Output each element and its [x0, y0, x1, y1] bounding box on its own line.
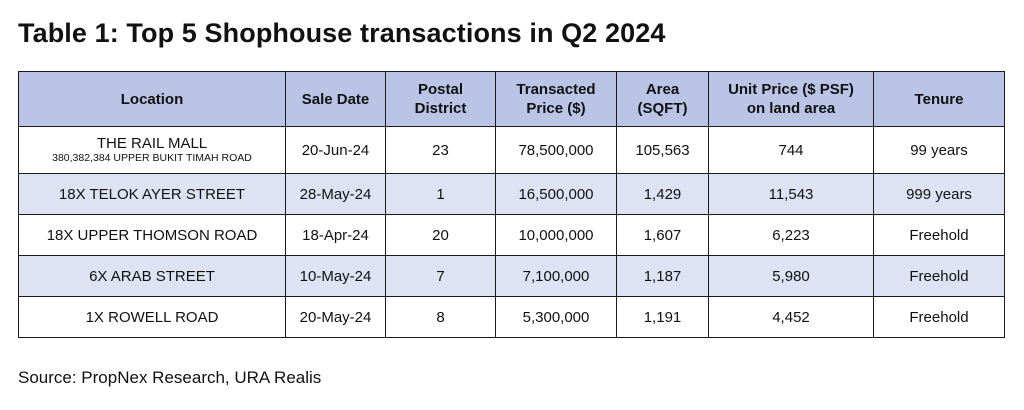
- table-body: THE RAIL MALL 380,382,384 UPPER BUKIT TI…: [18, 126, 1005, 338]
- source-note: Source: PropNex Research, URA Realis: [18, 368, 322, 387]
- cell-sale-date: 18-Apr-24: [285, 214, 386, 256]
- cell-area: 1,607: [616, 214, 709, 256]
- table-row: THE RAIL MALL 380,382,384 UPPER BUKIT TI…: [18, 126, 1005, 174]
- cell-tenure: Freehold: [873, 214, 1005, 256]
- cell-unit-price: 6,223: [708, 214, 874, 256]
- header-tenure: Tenure: [873, 71, 1005, 127]
- cell-sale-date: 28-May-24: [285, 173, 386, 215]
- cell-postal-district: 1: [385, 173, 496, 215]
- cell-postal-district: 7: [385, 255, 496, 297]
- table-row: 18X TELOK AYER STREET 28-May-24 1 16,500…: [18, 173, 1005, 215]
- cell-sale-date: 20-May-24: [285, 296, 386, 338]
- cell-tenure: 999 years: [873, 173, 1005, 215]
- header-area: Area (SQFT): [616, 71, 709, 127]
- cell-sale-date: 20-Jun-24: [285, 126, 386, 174]
- cell-transacted-price: 7,100,000: [495, 255, 617, 297]
- cell-tenure: 99 years: [873, 126, 1005, 174]
- cell-tenure: Freehold: [873, 296, 1005, 338]
- location-detail: 380,382,384 UPPER BUKIT TIMAH ROAD: [52, 152, 252, 164]
- location-name: THE RAIL MALL: [96, 135, 208, 152]
- cell-location: 6X ARAB STREET: [18, 255, 286, 297]
- cell-area: 1,187: [616, 255, 709, 297]
- cell-tenure: Freehold: [873, 255, 1005, 297]
- cell-postal-district: 20: [385, 214, 496, 256]
- header-transacted-price: Transacted Price ($): [495, 71, 617, 127]
- table-row: 1X ROWELL ROAD 20-May-24 8 5,300,000 1,1…: [18, 296, 1005, 338]
- cell-unit-price: 4,452: [708, 296, 874, 338]
- transactions-table: Location Sale Date Postal District Trans…: [18, 71, 1005, 338]
- table-header: Location Sale Date Postal District Trans…: [18, 71, 1005, 127]
- cell-postal-district: 8: [385, 296, 496, 338]
- header-row: Location Sale Date Postal District Trans…: [18, 71, 1005, 127]
- cell-area: 105,563: [616, 126, 709, 174]
- cell-transacted-price: 5,300,000: [495, 296, 617, 338]
- cell-unit-price: 11,543: [708, 173, 874, 215]
- cell-unit-price: 744: [708, 126, 874, 174]
- cell-location: THE RAIL MALL 380,382,384 UPPER BUKIT TI…: [18, 126, 286, 174]
- cell-unit-price: 5,980: [708, 255, 874, 297]
- cell-area: 1,191: [616, 296, 709, 338]
- header-sale-date: Sale Date: [285, 71, 386, 127]
- cell-location: 1X ROWELL ROAD: [18, 296, 286, 338]
- cell-transacted-price: 10,000,000: [495, 214, 617, 256]
- cell-transacted-price: 16,500,000: [495, 173, 617, 215]
- header-location: Location: [18, 71, 286, 127]
- cell-postal-district: 23: [385, 126, 496, 174]
- table-row: 6X ARAB STREET 10-May-24 7 7,100,000 1,1…: [18, 255, 1005, 297]
- cell-location: 18X TELOK AYER STREET: [18, 173, 286, 215]
- header-unit-price: Unit Price ($ PSF) on land area: [708, 71, 874, 127]
- cell-location: 18X UPPER THOMSON ROAD: [18, 214, 286, 256]
- cell-transacted-price: 78,500,000: [495, 126, 617, 174]
- table-row: 18X UPPER THOMSON ROAD 18-Apr-24 20 10,0…: [18, 214, 1005, 256]
- cell-sale-date: 10-May-24: [285, 255, 386, 297]
- cell-area: 1,429: [616, 173, 709, 215]
- header-postal-district: Postal District: [385, 71, 496, 127]
- page-title: Table 1: Top 5 Shophouse transactions in…: [18, 18, 666, 48]
